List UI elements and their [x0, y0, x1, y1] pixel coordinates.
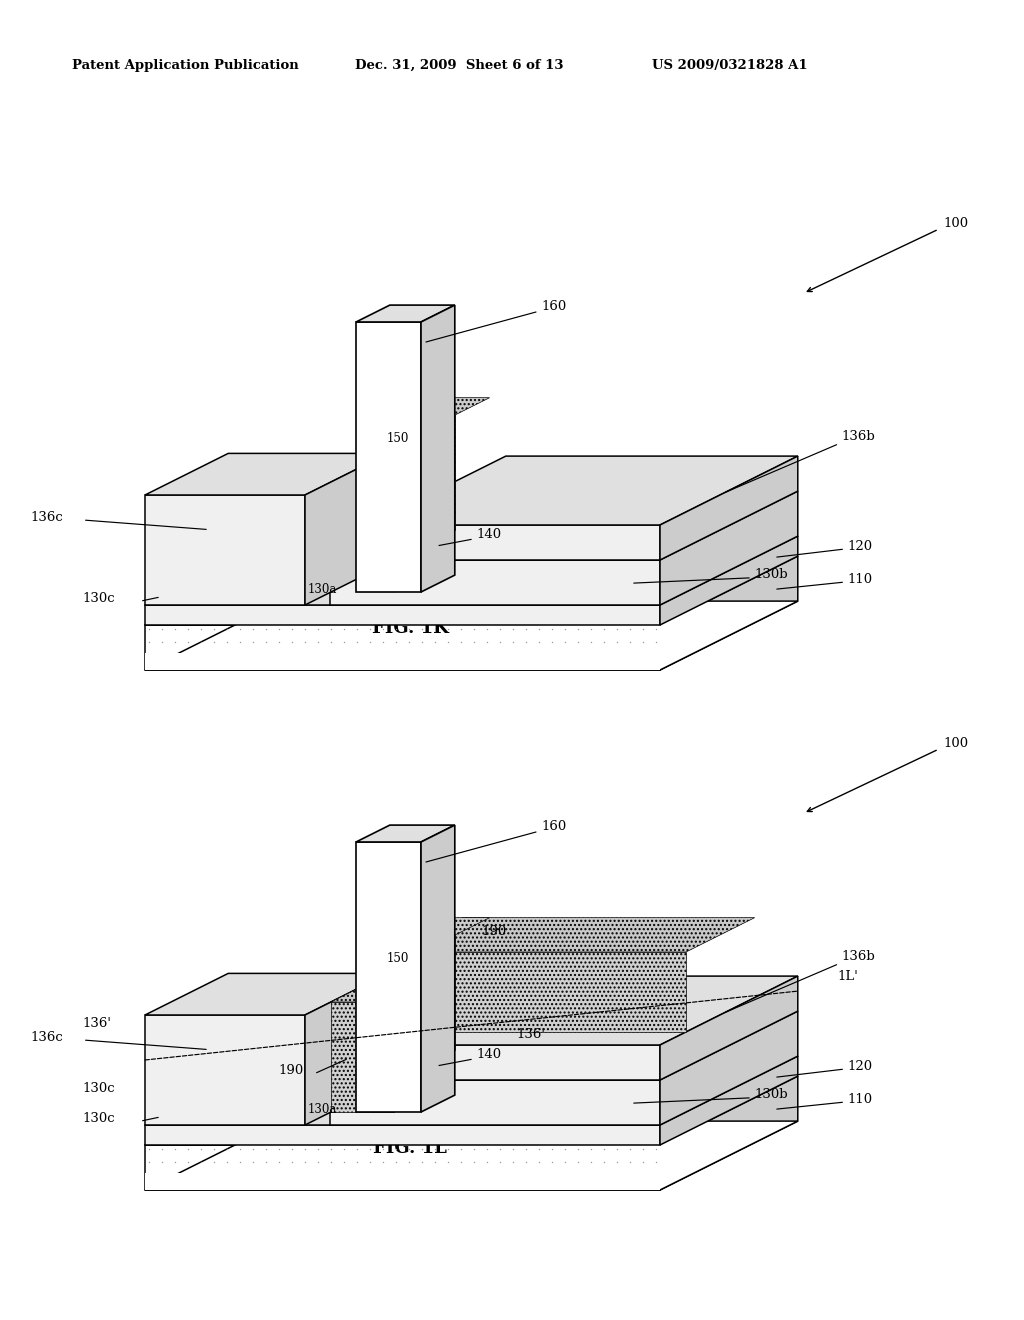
Text: 160: 160 — [541, 821, 566, 833]
Polygon shape — [357, 1086, 395, 1111]
Text: 136': 136' — [83, 1018, 112, 1030]
Text: 136c: 136c — [31, 511, 63, 524]
Text: 130a: 130a — [307, 582, 337, 595]
Polygon shape — [145, 605, 660, 624]
Polygon shape — [660, 457, 798, 560]
Polygon shape — [390, 397, 489, 414]
Polygon shape — [357, 1071, 426, 1086]
Polygon shape — [145, 624, 660, 671]
Polygon shape — [145, 495, 305, 605]
Polygon shape — [660, 536, 798, 624]
Polygon shape — [421, 825, 455, 1111]
Text: 136': 136' — [516, 1028, 546, 1040]
Polygon shape — [330, 1011, 798, 1080]
Text: Dec. 31, 2009  Sheet 6 of 13: Dec. 31, 2009 Sheet 6 of 13 — [355, 58, 563, 71]
Text: 120: 120 — [848, 1060, 872, 1073]
Polygon shape — [145, 1125, 660, 1144]
Polygon shape — [356, 842, 421, 1111]
Text: 136c: 136c — [31, 1031, 63, 1044]
Text: 190: 190 — [481, 925, 507, 939]
Polygon shape — [660, 1056, 798, 1144]
Polygon shape — [331, 1002, 394, 1111]
Polygon shape — [145, 453, 388, 495]
Polygon shape — [395, 550, 426, 591]
Polygon shape — [390, 414, 455, 531]
Text: FIG. 1L: FIG. 1L — [373, 1139, 446, 1158]
Polygon shape — [145, 601, 798, 671]
Polygon shape — [660, 1076, 798, 1191]
Polygon shape — [368, 457, 798, 525]
Polygon shape — [356, 322, 421, 591]
Polygon shape — [660, 975, 798, 1080]
Text: 130c: 130c — [83, 593, 116, 605]
Text: 150: 150 — [386, 433, 409, 445]
Text: 140: 140 — [476, 1048, 502, 1061]
Polygon shape — [356, 305, 455, 322]
Polygon shape — [145, 1015, 305, 1125]
Polygon shape — [421, 305, 455, 591]
Polygon shape — [390, 935, 455, 1051]
Text: US 2009/0321828 A1: US 2009/0321828 A1 — [652, 58, 808, 71]
Text: 130c: 130c — [83, 1113, 116, 1125]
Polygon shape — [368, 1045, 660, 1080]
Polygon shape — [330, 491, 798, 560]
Polygon shape — [305, 973, 388, 1125]
Text: 130a: 130a — [307, 1102, 337, 1115]
Text: 136b: 136b — [842, 430, 876, 444]
Polygon shape — [145, 973, 388, 1015]
Polygon shape — [330, 1080, 660, 1125]
Polygon shape — [357, 566, 395, 591]
Polygon shape — [394, 952, 686, 1032]
Polygon shape — [145, 1144, 660, 1191]
Text: 120: 120 — [848, 540, 872, 553]
Polygon shape — [145, 1173, 660, 1191]
Text: FIG. 1K: FIG. 1K — [372, 619, 449, 638]
Polygon shape — [331, 973, 452, 1002]
Text: 100: 100 — [944, 216, 969, 230]
Text: 160: 160 — [541, 301, 566, 314]
Text: 136b: 136b — [842, 950, 876, 964]
Text: 140: 140 — [476, 528, 502, 541]
Text: 130b: 130b — [755, 569, 787, 581]
Text: 130b: 130b — [755, 1089, 787, 1101]
Polygon shape — [145, 1056, 798, 1125]
Polygon shape — [390, 917, 489, 935]
Text: 190: 190 — [279, 1064, 304, 1077]
Text: 130c: 130c — [83, 1082, 116, 1096]
Polygon shape — [145, 1121, 798, 1191]
Text: 100: 100 — [944, 737, 969, 750]
Polygon shape — [394, 917, 755, 952]
Polygon shape — [395, 1071, 426, 1111]
Text: 110: 110 — [848, 1093, 872, 1106]
Text: 1L': 1L' — [837, 970, 858, 983]
Polygon shape — [660, 556, 798, 671]
Polygon shape — [145, 653, 660, 671]
Polygon shape — [145, 556, 798, 624]
Text: 150: 150 — [386, 952, 409, 965]
Polygon shape — [305, 453, 388, 605]
Polygon shape — [330, 560, 660, 605]
Polygon shape — [356, 825, 455, 842]
Polygon shape — [357, 550, 426, 566]
Text: 110: 110 — [848, 573, 872, 586]
Text: Patent Application Publication: Patent Application Publication — [72, 58, 299, 71]
Polygon shape — [368, 525, 660, 560]
Polygon shape — [660, 1011, 798, 1125]
Polygon shape — [145, 536, 798, 605]
Polygon shape — [145, 1076, 798, 1144]
Polygon shape — [368, 975, 798, 1045]
Polygon shape — [660, 491, 798, 605]
